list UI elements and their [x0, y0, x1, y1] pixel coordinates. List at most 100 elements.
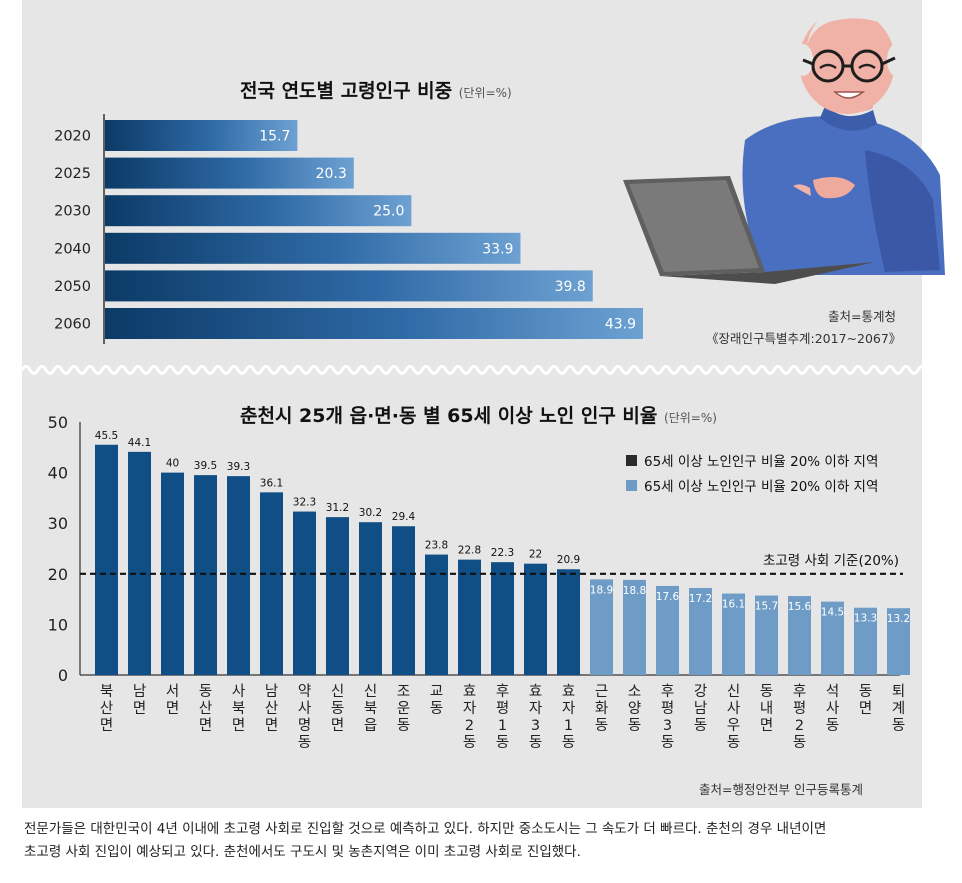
- bar-강남동: [689, 587, 712, 675]
- y-tick-label: 0: [58, 666, 68, 685]
- y-tick-label: 20: [48, 565, 68, 584]
- top-bar-2025: [105, 157, 354, 189]
- value-label: 44.1: [128, 437, 151, 449]
- bar-남면: [128, 451, 151, 675]
- top-value-label: 15.7: [259, 129, 290, 145]
- caption-line-2: 초고령 사회 진입이 예상되고 있다. 춘천에서도 구도시 및 농촌지역은 이미…: [24, 844, 581, 860]
- value-label: 39.5: [194, 460, 217, 472]
- value-label: 31.2: [326, 502, 349, 514]
- top-bar-2040: [105, 232, 521, 264]
- legend-swatch: [626, 455, 637, 466]
- value-label: 18.8: [623, 585, 646, 597]
- bar-북산면: [95, 444, 118, 675]
- bar-퇴계동: [887, 608, 910, 675]
- bottom-chart-unit: (단위=%): [664, 411, 717, 425]
- legend-label: 65세 이상 노인인구 비율 20% 이하 지역: [644, 454, 878, 470]
- bar-신동면: [326, 517, 349, 675]
- top-value-label: 33.9: [482, 241, 513, 257]
- caption-line-1: 전문가들은 대한민국이 4년 이내에 초고령 사회로 진입할 것으로 예측하고 …: [24, 821, 827, 837]
- value-label: 16.1: [722, 599, 745, 611]
- top-year-label: 2050: [54, 279, 91, 295]
- top-bar-2030: [105, 195, 412, 227]
- top-bar-2020: [105, 120, 298, 151]
- value-label: 40: [166, 458, 179, 470]
- y-tick-label: 10: [48, 615, 68, 634]
- bar-석사동: [821, 601, 844, 675]
- bar-교동: [425, 554, 448, 675]
- bar-소양동: [623, 579, 646, 675]
- top-year-label: 2020: [54, 129, 91, 145]
- top-value-label: 25.0: [373, 204, 404, 220]
- top-year-label: 2025: [54, 166, 91, 182]
- value-label: 17.6: [656, 591, 680, 603]
- threshold-label: 초고령 사회 기준(20%): [763, 553, 899, 569]
- value-label: 22: [529, 549, 542, 561]
- top-year-label: 2060: [54, 317, 91, 333]
- value-label: 29.4: [392, 511, 416, 523]
- top-source-line1: 출처=통계청: [828, 309, 896, 324]
- value-label: 13.3: [854, 613, 877, 625]
- section-divider: [22, 365, 922, 375]
- value-label: 39.3: [227, 461, 250, 473]
- value-label: 32.3: [293, 497, 316, 509]
- value-label: 23.8: [425, 540, 448, 552]
- value-label: 14.5: [821, 607, 844, 619]
- chuncheon-district-elderly-chart: 0 10 20 30 40 50 45.5 북 산 면 44.1 남 면 40 서 면 39.5 동 산 면 39.3…: [48, 413, 911, 751]
- bottom-source: 출처=행정안전부 인구등록통계: [699, 782, 863, 797]
- bottom-chart-title-text: 춘천시 25개 읍·면·동 별 65세 이상 노인 인구 비율: [240, 405, 658, 427]
- bar-효자3동: [524, 563, 547, 675]
- legend-swatch: [626, 480, 637, 491]
- top-value-label: 39.8: [555, 279, 586, 295]
- y-tick-label: 50: [48, 413, 68, 432]
- value-label: 17.2: [689, 593, 712, 605]
- top-chart-title-text: 전국 연도별 고령인구 비중: [240, 80, 453, 102]
- top-year-label: 2040: [54, 241, 91, 257]
- top-year-label: 2030: [54, 204, 91, 220]
- bar-약사명동: [293, 511, 316, 675]
- value-label: 30.2: [359, 507, 382, 519]
- value-label: 13.2: [887, 613, 910, 625]
- bar-남산면: [260, 492, 283, 675]
- value-label: 22.3: [491, 547, 514, 559]
- value-label: 45.5: [95, 430, 118, 442]
- value-label: 36.1: [260, 477, 283, 489]
- bar-후평2동: [788, 596, 811, 675]
- elderly-laptop-illustration: [623, 6, 945, 284]
- top-value-label: 43.9: [605, 317, 636, 333]
- y-tick-label: 40: [48, 464, 68, 483]
- top-bar-2060: [105, 308, 643, 339]
- bar-효자2동: [458, 559, 481, 675]
- value-label: 22.8: [458, 545, 481, 557]
- y-tick-label: 30: [48, 514, 68, 533]
- bottom-chart-title: 춘천시 25개 읍·면·동 별 65세 이상 노인 인구 비율 (단위=%): [240, 401, 717, 428]
- top-chart-title: 전국 연도별 고령인구 비중 (단위=%): [240, 76, 512, 103]
- value-label: 15.7: [755, 601, 778, 613]
- value-label: 18.9: [590, 584, 613, 596]
- value-label: 20.9: [557, 554, 580, 566]
- value-label: 15.6: [788, 601, 812, 613]
- top-source-line2: 《장래인구특별추계:2017~2067》: [706, 331, 902, 346]
